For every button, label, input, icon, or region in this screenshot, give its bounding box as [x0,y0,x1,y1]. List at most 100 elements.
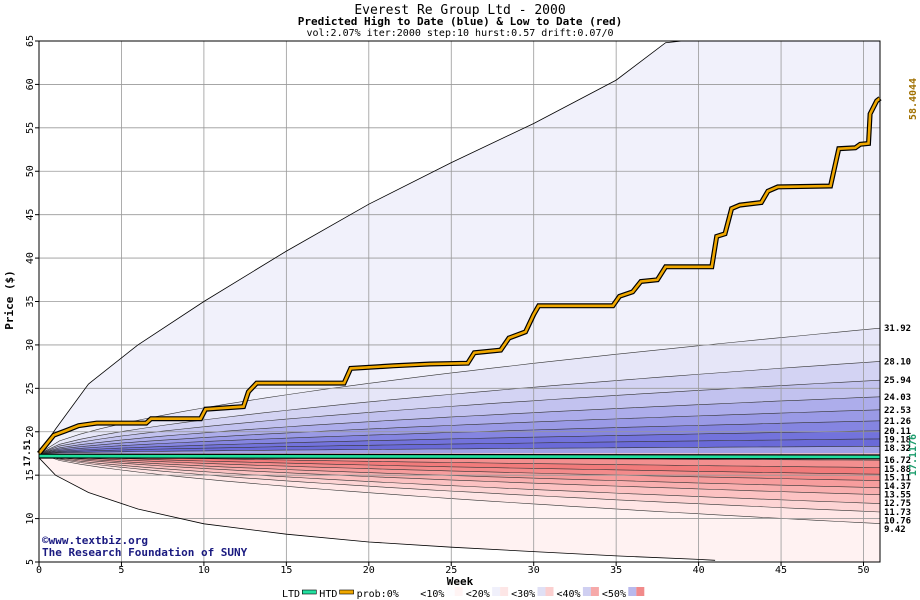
y-tick-label-5: 5 [25,559,36,565]
y-tick-label-25: 25 [25,382,36,394]
low-contour-0 [38,453,881,524]
x-tick-label-25: 25 [445,565,457,576]
high-contour-1 [38,361,881,454]
high-band-2 [39,361,880,454]
series-htd [37,97,881,455]
x-tick-label-35: 35 [610,565,622,576]
right-label-6: 20.11 [884,427,911,437]
legend-label-6: <40% [557,589,581,600]
legend-swatch-blue-3 [446,587,455,596]
low-band-7 [39,453,880,475]
legend-swatch-blue-2 [401,587,410,596]
high-band-3 [39,380,880,454]
y-tick-label-45: 45 [25,209,36,221]
y-tick-label-60: 60 [25,78,36,90]
legend-label-1: HTD [319,589,337,600]
axes: 0 5 10 15 20 25 30 35 40 45 5051015202530354045505… [25,35,881,576]
end-price-label: 17.1176 [908,434,919,476]
high-contour-4 [38,409,881,454]
high-band-1 [39,328,880,454]
right-label-15: 11.73 [884,508,911,518]
series-lines [37,40,882,561]
x-tick-label-10: 10 [198,565,210,576]
legend-label-2: prob:0% [357,589,399,600]
low-band-0 [39,453,880,562]
actual-high-label: 58.4044 [908,78,919,120]
credit-site: ©www.textbiz.org [42,534,148,547]
low-band-2 [39,453,880,512]
low-contour-6 [38,453,881,475]
right-label-14: 12.75 [884,499,911,509]
legend-swatch-blue-5 [537,587,546,596]
x-tick-label-30: 30 [528,565,540,576]
right-labels: 31.92 28.10 25.94 24.03 22.5321.2620.1119.18… [884,324,912,535]
right-label-0: 31.92 [884,324,911,334]
right-label-7: 19.18 [884,435,911,445]
y-tick-label-20: 20 [25,426,36,438]
right-label-17: 9.42 [884,525,906,535]
high-band-6 [39,420,880,454]
bound-upper [38,40,683,454]
y-tick-label-40: 40 [25,252,36,264]
x-tick-label-5: 5 [118,565,124,576]
right-label-2: 25.94 [884,376,912,386]
low-contour-4 [38,453,881,489]
legend-swatch-red-2 [409,587,418,596]
x-tick-label-15: 15 [280,565,292,576]
x-axis-label: Week [447,575,474,588]
high-contour-3 [38,396,881,454]
low-band-1 [39,453,880,524]
legend-swatch-blue-6 [582,587,591,596]
y-tick-label-10: 10 [25,513,36,525]
legend: LTD HTD prob:0% <10% <20% <30% <40% <50% [282,587,645,600]
legend-swatch-ltd [301,589,317,595]
low-contour-2 [38,453,881,504]
legend-swatch-blue-4 [492,587,501,596]
high-contour-0 [38,327,881,454]
high-contour-5 [38,420,881,454]
right-label-9: 16.72 [884,456,911,466]
y-tick-label-65: 65 [25,35,36,47]
credit-org: The Research Foundation of SUNY [42,546,248,559]
high-contour-8 [38,445,881,454]
legend-label-7: <50% [602,589,626,600]
right-label-5: 21.26 [884,417,911,427]
low-contour-1 [38,453,881,513]
bound-lower [38,457,716,561]
probability-bands [38,41,881,562]
x-tick-label-45: 45 [775,565,787,576]
right-label-4: 22.53 [884,406,911,416]
right-label-8: 18.32 [884,444,911,454]
legend-label-4: <20% [466,589,490,600]
x-tick-label-0: 0 [36,565,42,576]
x-tick-label-20: 20 [363,565,375,576]
right-label-16: 10.76 [884,516,911,526]
high-band-4 [39,396,880,454]
start-price-label: 17.51 [23,439,33,466]
chart-params: vol:2.07% iter:2000 step:10 hurst:0.57 d… [306,28,613,39]
y-tick-label-55: 55 [25,122,36,134]
y-tick-label-30: 30 [25,339,36,351]
y-axis-label: Price ($) [3,270,16,330]
x-tick-label-40: 40 [693,565,705,576]
right-label-1: 28.10 [884,357,911,367]
high-band-7 [39,430,880,454]
low-contour-3 [38,453,881,495]
legend-swatch-htd [339,589,354,595]
low-contour-5 [38,453,881,481]
legend-swatch-red-5 [545,587,554,596]
right-label-11: 15.11 [884,473,911,483]
chart-subtitle: Predicted High to Date (blue) & Low to D… [298,15,623,28]
right-label-3: 24.03 [884,393,911,403]
right-label-12: 14.37 [884,482,911,492]
low-band-3 [39,453,880,504]
legend-swatch-red-7 [636,587,645,596]
legend-swatch-red-6 [590,587,599,596]
high-contour-7 [38,438,881,454]
series-ltd [38,454,881,459]
high-band-0 [39,41,880,454]
legend-label-3: <10% [420,589,444,600]
low-band-5 [39,453,880,488]
legend-label-0: LTD [282,589,300,600]
